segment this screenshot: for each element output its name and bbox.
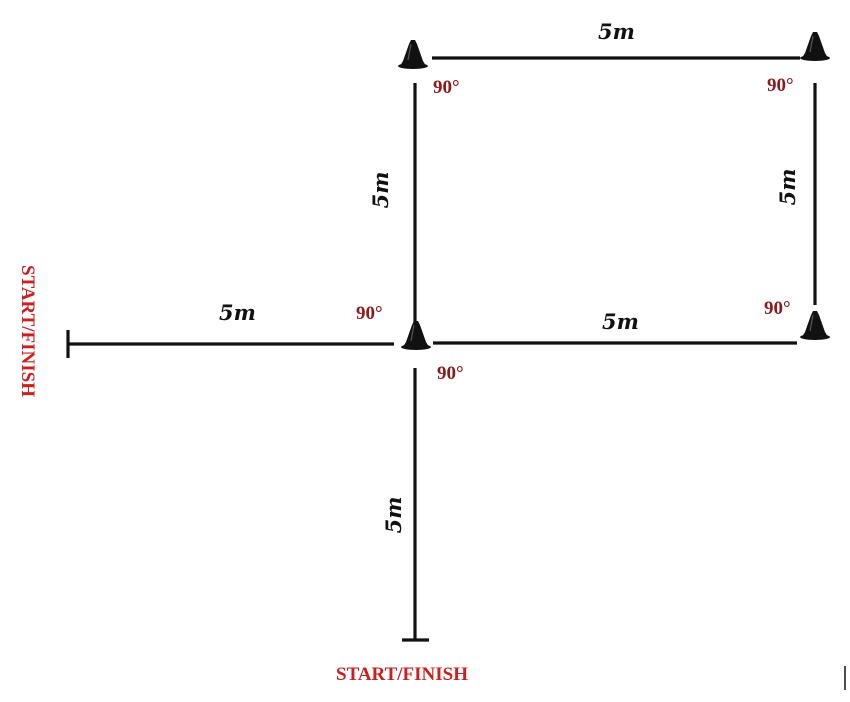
cone-icon [799, 31, 831, 62]
angle-label-center-upper: 90° [356, 303, 383, 324]
right-vertical-distance-label: 5m [775, 169, 800, 206]
cone-icon [799, 310, 831, 341]
start-finish-label-left: START/FINISH [17, 265, 38, 397]
top-distance-label: 5m [598, 19, 635, 44]
cone-icon [400, 320, 432, 351]
middle-horizontal-distance-label: 5m [602, 309, 639, 334]
start-vertical-distance-label: 5m [381, 497, 406, 534]
angle-label-center-lower: 90° [437, 363, 464, 384]
left-vertical-distance-label: 5m [368, 172, 393, 209]
angle-label-top-right: 90° [767, 75, 794, 96]
start-finish-label-bottom: START/FINISH [336, 664, 468, 685]
start-horizontal-distance-label: 5m [219, 300, 256, 325]
angle-label-bottom-right: 90° [764, 298, 791, 319]
angle-label-top-left: 90° [433, 77, 460, 98]
cone-icon [397, 39, 429, 70]
